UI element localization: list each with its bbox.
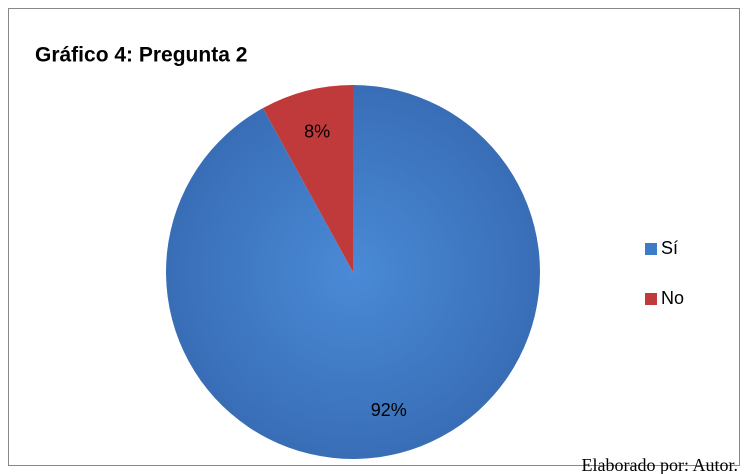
data-label: 8% — [304, 121, 330, 141]
data-label: 92% — [371, 400, 407, 420]
legend-swatch — [645, 293, 657, 305]
source-note: Elaborado por: Autor. — [582, 455, 738, 474]
legend-swatch — [645, 243, 657, 255]
chart-title: Gráfico 4: Pregunta 2 — [35, 44, 247, 67]
legend-label: Sí — [661, 238, 678, 258]
pie-slice — [262, 85, 353, 272]
legend-label: No — [661, 288, 684, 308]
